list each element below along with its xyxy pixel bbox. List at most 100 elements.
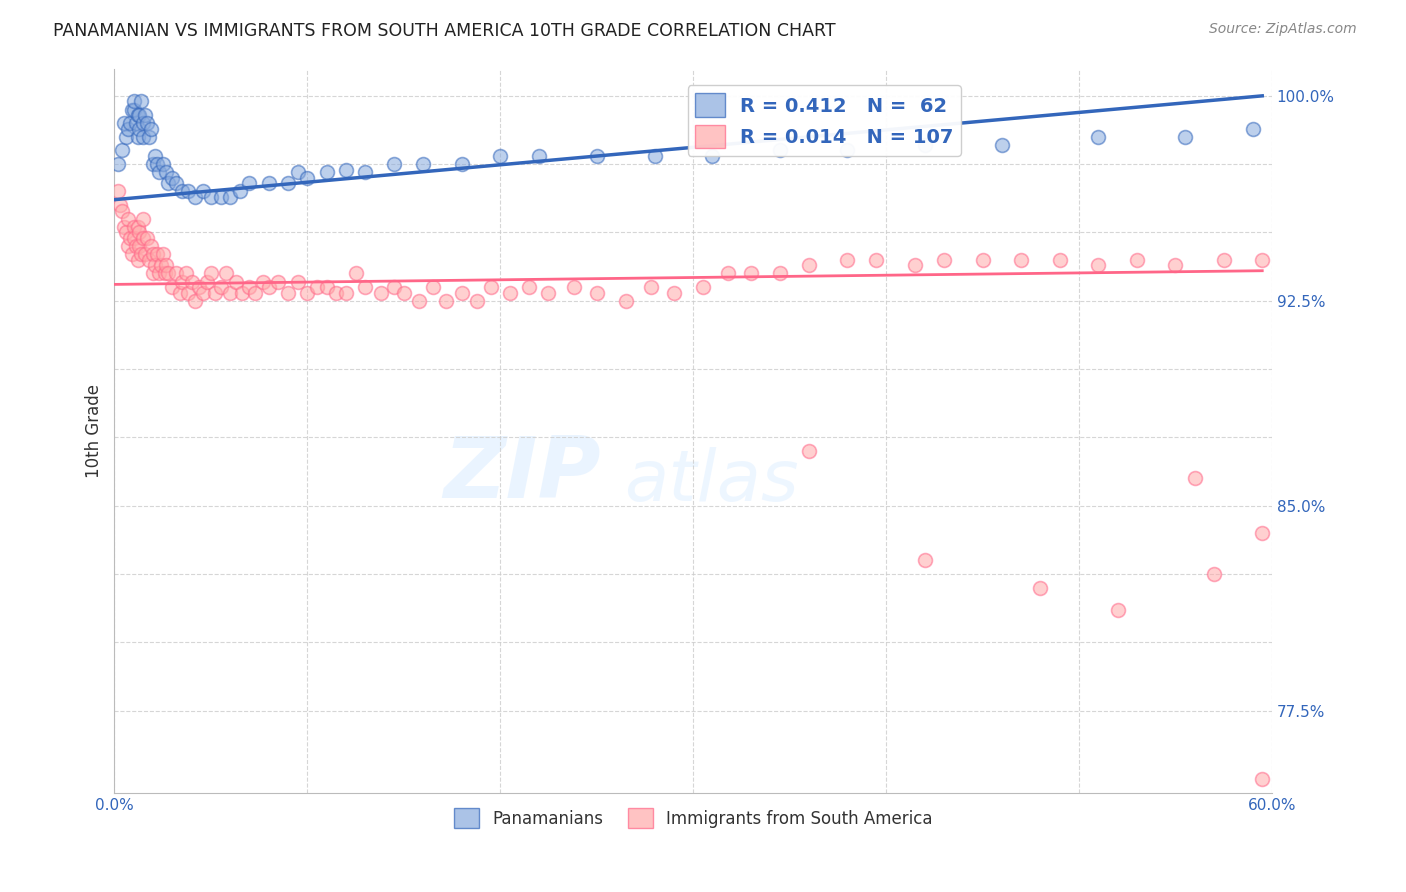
Point xyxy=(121,103,143,117)
Point xyxy=(537,285,560,300)
Point xyxy=(127,252,149,267)
Point xyxy=(238,280,260,294)
Point xyxy=(354,165,377,179)
Point xyxy=(132,129,155,144)
Point xyxy=(614,293,637,308)
Point xyxy=(184,190,207,204)
Point xyxy=(1010,252,1032,267)
Point xyxy=(238,176,260,190)
Text: atlas: atlas xyxy=(624,447,799,516)
Point xyxy=(128,239,150,253)
Point xyxy=(1251,772,1274,786)
Point xyxy=(297,285,319,300)
Point xyxy=(162,170,184,185)
Point xyxy=(1202,567,1225,582)
Point xyxy=(479,280,502,294)
Point xyxy=(149,258,172,272)
Point xyxy=(108,198,131,212)
Point xyxy=(257,280,280,294)
Point xyxy=(450,285,472,300)
Point xyxy=(165,267,187,281)
Point xyxy=(112,219,135,234)
Point xyxy=(124,116,146,130)
Point xyxy=(287,275,309,289)
Point xyxy=(335,285,357,300)
Point xyxy=(914,553,936,567)
Point xyxy=(1251,252,1274,267)
Point xyxy=(127,219,149,234)
Point xyxy=(1029,581,1052,595)
Point xyxy=(1126,252,1149,267)
Point xyxy=(127,108,149,122)
Point xyxy=(122,219,145,234)
Point xyxy=(115,129,138,144)
Point xyxy=(138,252,160,267)
Point xyxy=(118,231,141,245)
Point xyxy=(204,285,226,300)
Point xyxy=(434,293,457,308)
Point xyxy=(1174,129,1197,144)
Point xyxy=(132,211,155,226)
Point xyxy=(277,176,299,190)
Point xyxy=(146,247,169,261)
Point xyxy=(143,149,166,163)
Point xyxy=(408,293,430,308)
Point xyxy=(131,247,153,261)
Point xyxy=(297,170,319,185)
Point xyxy=(155,258,177,272)
Point xyxy=(225,275,247,289)
Point xyxy=(165,176,187,190)
Point xyxy=(122,231,145,245)
Point xyxy=(209,280,232,294)
Point xyxy=(1087,258,1109,272)
Point xyxy=(562,280,585,294)
Legend: Panamanians, Immigrants from South America: Panamanians, Immigrants from South Ameri… xyxy=(447,801,939,835)
Point xyxy=(392,285,415,300)
Point xyxy=(143,258,166,272)
Point xyxy=(180,275,202,289)
Point xyxy=(702,149,724,163)
Point xyxy=(122,95,145,109)
Point xyxy=(904,258,927,272)
Point xyxy=(152,247,174,261)
Point xyxy=(287,165,309,179)
Point xyxy=(134,247,156,261)
Point xyxy=(252,275,274,289)
Point xyxy=(932,252,955,267)
Point xyxy=(1251,526,1274,541)
Point xyxy=(170,185,193,199)
Point xyxy=(174,267,197,281)
Point xyxy=(117,121,139,136)
Point xyxy=(128,121,150,136)
Point xyxy=(148,165,170,179)
Point xyxy=(177,185,200,199)
Point xyxy=(153,267,176,281)
Point xyxy=(1107,602,1129,616)
Point xyxy=(1164,258,1187,272)
Point xyxy=(1049,252,1071,267)
Point xyxy=(769,267,792,281)
Point xyxy=(107,185,129,199)
Point xyxy=(155,165,177,179)
Point xyxy=(117,211,139,226)
Point xyxy=(128,108,150,122)
Point xyxy=(692,280,714,294)
Point xyxy=(177,285,200,300)
Point xyxy=(914,138,936,153)
Point xyxy=(121,247,143,261)
Point xyxy=(644,149,666,163)
Point xyxy=(315,280,337,294)
Point xyxy=(315,165,337,179)
Point xyxy=(527,149,550,163)
Point xyxy=(517,280,540,294)
Point xyxy=(162,280,184,294)
Point xyxy=(585,285,607,300)
Point xyxy=(188,280,211,294)
Point xyxy=(422,280,444,294)
Point xyxy=(112,116,135,130)
Point xyxy=(245,285,267,300)
Point xyxy=(200,190,222,204)
Point xyxy=(450,157,472,171)
Point xyxy=(195,275,218,289)
Point xyxy=(305,280,328,294)
